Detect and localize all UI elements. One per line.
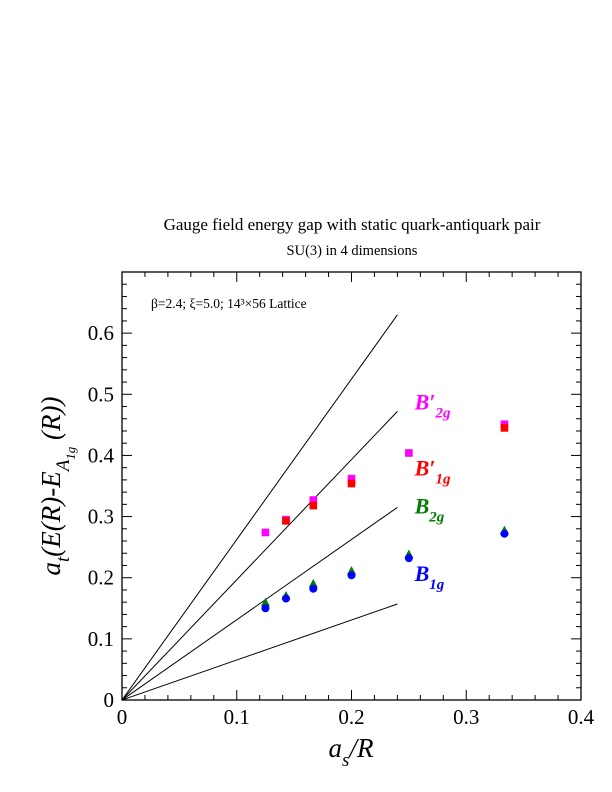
data-point [281,594,290,603]
tick-labels: 0 0.1 0.2 0.3 0.4 0 0.1 0.2 0.3 0.4 0.5 0.6 [88,321,595,729]
axis-ticks [121,271,582,701]
y-tick-label: 0.3 [88,505,114,529]
series-label: B1g [414,561,445,593]
y-tick-label: 0.6 [88,321,114,345]
reference-line-1 [121,314,398,701]
y-tick-label: 0.4 [88,443,115,467]
data-point [309,496,318,504]
x-tick-label: 0.1 [224,705,250,729]
x-tick-label: 0.3 [453,705,479,729]
lattice-annotation-text: β=2.4; ξ=5.0; 14³×56 Lattice [151,296,307,311]
data-point [260,597,270,607]
data-point [404,554,413,563]
reference-line-4 [121,603,398,701]
data-point [309,584,318,593]
data-point [347,571,356,580]
data-point [405,449,413,457]
y-axis-label: at(E(R)-EA1g (R)) [36,396,78,575]
reference-line-3 [121,506,398,701]
data-point [347,479,356,488]
x-tick-label: 0.4 [568,705,595,729]
y-tick-label: 0 [104,688,115,712]
data-point [309,501,318,510]
reference-lines [121,314,398,701]
data-point [308,578,318,588]
data-markers [260,420,509,613]
y-tick-label: 0.1 [88,627,114,651]
lattice-annotation: β=2.4; ξ=5.0; 14³×56 Lattice [151,296,307,311]
chart-subtitle: SU(3) in 4 dimensions [287,243,418,259]
x-axis-label: as/R [329,733,374,771]
series-label: B′1g [414,456,451,488]
chart-title: Gauge field energy gap with static quark… [164,215,541,234]
data-point [500,529,509,538]
data-point [347,474,356,483]
data-point [500,424,509,432]
y-tick-label: 0.2 [88,566,114,590]
data-point [282,517,290,525]
x-tick-label: 0 [117,705,128,729]
series-labels: B′2g B′1g B2g B1g [414,390,451,593]
data-point [261,528,270,537]
reference-line-2 [121,411,398,701]
series-label: B2g [414,494,445,526]
y-tick-label: 0.5 [88,382,114,406]
x-tick-label: 0.2 [338,705,364,729]
data-point [261,604,270,613]
series-label: B′2g [414,390,451,422]
